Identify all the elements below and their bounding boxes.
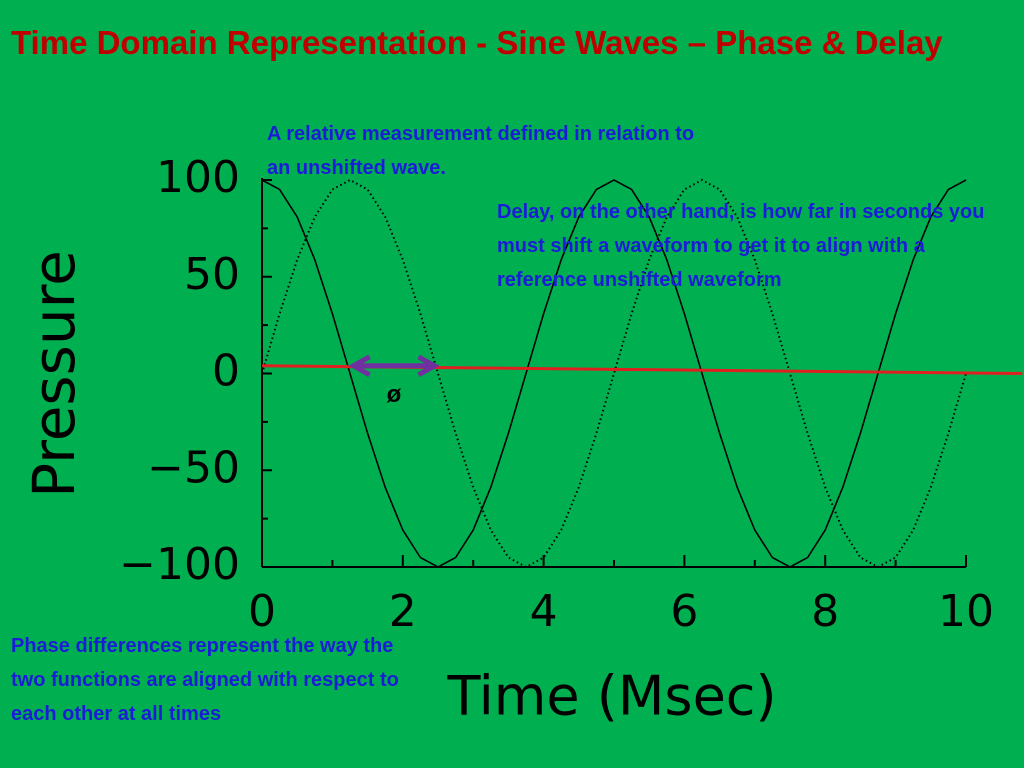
annotation: Phase differences represent the way the … xyxy=(11,635,399,725)
x-tick-label: 10 xyxy=(938,586,994,637)
series-line xyxy=(261,179,967,568)
arrow-head xyxy=(348,354,371,377)
x-axis-title: Time (Msec) xyxy=(446,665,776,728)
y-tick-label: 50 xyxy=(184,249,240,300)
arrow-head xyxy=(417,354,440,377)
x-tick-label: 2 xyxy=(389,586,417,637)
x-tick-label: 8 xyxy=(811,586,839,637)
x-tick-label: 4 xyxy=(530,586,558,637)
x-tick-label: 0 xyxy=(248,586,276,637)
annotation: A relative measurement defined in relati… xyxy=(267,123,695,179)
y-tick-label: 0 xyxy=(212,346,240,397)
y-tick-label: −100 xyxy=(119,539,240,590)
y-axis-title: Pressure xyxy=(20,250,88,498)
y-tick-label: −50 xyxy=(147,442,240,493)
phase-label: ø xyxy=(387,381,402,408)
annotation: Delay, on the other hand, is how far in … xyxy=(497,201,985,291)
slide-title: Time Domain Representation - Sine Waves … xyxy=(11,24,943,61)
x-tick-label: 6 xyxy=(670,586,698,637)
y-tick-label: 100 xyxy=(156,152,240,203)
